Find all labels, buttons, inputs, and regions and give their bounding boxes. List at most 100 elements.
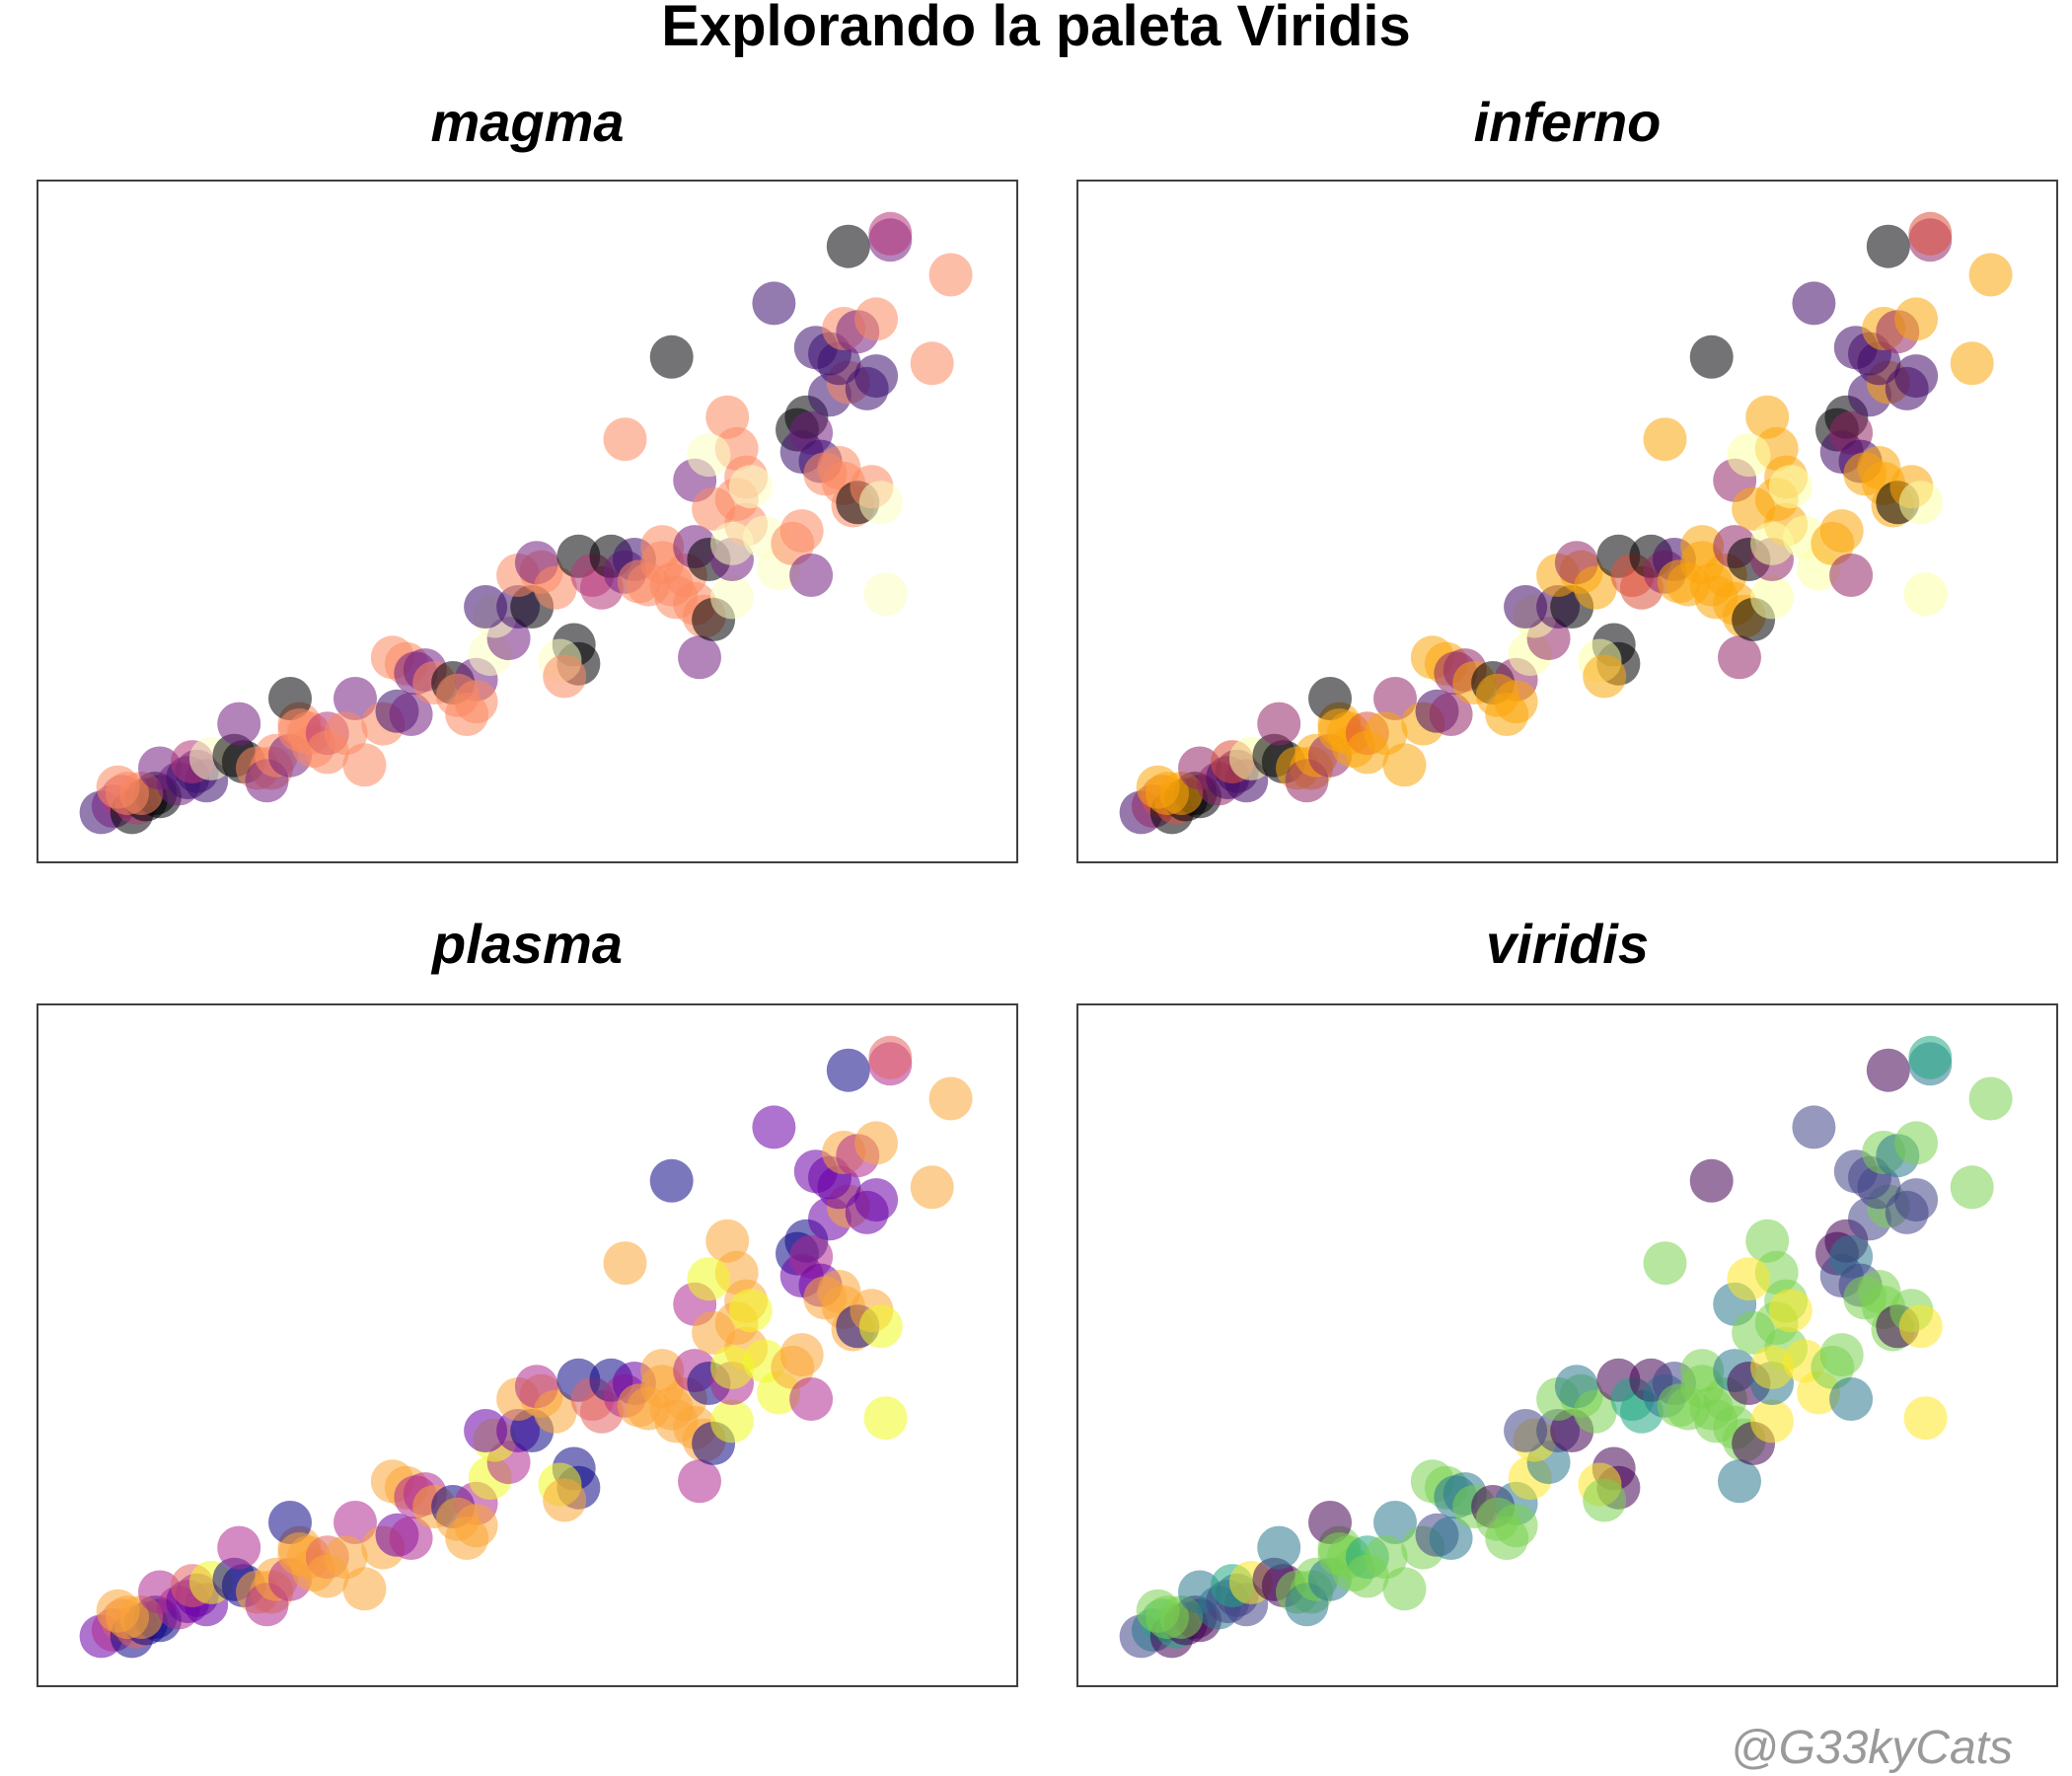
scatter-point-magma-112 [858,481,903,525]
scatter-point-inferno-85 [1689,334,1734,379]
scatter-point-plasma-78 [678,1459,721,1504]
scatter-point-plasma-125 [826,1048,870,1092]
watermark: @G33kyCats [1730,1722,2013,1774]
panel-title-magma: magma [430,91,625,153]
scatter-point-inferno-92 [1732,486,1776,531]
scatter-point-viridis-122 [1894,1178,1939,1222]
scatter-point-plasma-52 [464,1409,508,1452]
scatter-point-plasma-38 [389,1517,433,1560]
scatter-point-magma-48 [445,693,489,736]
scatter-point-inferno-95 [1750,521,1794,565]
scatter-point-viridis-94 [1768,1289,1813,1333]
scatter-point-viridis-124 [1792,1105,1836,1149]
scatter-point-magma-123 [854,297,899,341]
scatter-point-inferno-62 [1583,654,1627,699]
scatter-point-magma-92 [692,486,736,531]
scatter-point-magma-85 [649,334,694,379]
scatter-point-plasma-99 [779,1333,824,1377]
scatter-point-inferno-99 [1819,509,1864,554]
scatter-point-inferno-125 [1866,224,1910,268]
scatter-point-plasma-33 [333,1501,377,1544]
scatter-plot-viridis [1119,1035,2013,1659]
scatter-point-magma-100 [789,554,834,597]
scatter-point-magma-125 [826,224,870,268]
scatter-point-magma-128 [928,253,973,297]
scatter-point-inferno-129 [1950,341,1994,386]
scatter-point-magma-124 [752,281,796,326]
scatter-point-viridis-92 [1732,1310,1776,1355]
panel-title-inferno: inferno [1473,91,1662,153]
scatter-plot-inferno [1119,211,2013,835]
scatter-point-viridis-129 [1950,1165,1994,1210]
scatter-point-magma-20 [217,702,261,746]
scatter-point-magma-129 [910,341,954,386]
scatter-point-viridis-35 [1382,1567,1427,1611]
scatter-point-inferno-58 [1573,565,1617,610]
scatter-point-magma-82 [710,575,754,620]
scatter-point-magma-33 [333,677,377,720]
scatter-point-plasma-84 [603,1241,647,1286]
scatter-point-viridis-95 [1750,1345,1794,1389]
scatter-point-viridis-127 [1908,1035,1953,1079]
scatter-point-plasma-128 [928,1076,973,1121]
scatter-point-viridis-85 [1689,1158,1734,1203]
scatter-point-viridis-78 [1718,1459,1761,1504]
scatter-point-inferno-127 [1908,211,1953,256]
scatter-point-plasma-91 [687,1257,731,1301]
scatter-point-plasma-20 [217,1525,261,1570]
scatter-point-viridis-100 [1829,1377,1874,1421]
scatter-point-magma-95 [710,521,754,565]
scatter-point-magma-122 [854,354,899,399]
panel-viridis [1076,1003,2058,1687]
scatter-point-viridis-99 [1819,1333,1864,1377]
scatter-point-inferno-128 [1968,253,2013,297]
scatter-point-inferno-35 [1382,743,1427,787]
scatter-point-viridis-125 [1866,1048,1910,1092]
scatter-point-inferno-48 [1485,693,1529,736]
scatter-point-magma-34 [324,711,368,756]
scatter-point-plasma-34 [324,1535,368,1580]
scatter-point-plasma-122 [854,1178,899,1222]
scatter-point-plasma-48 [445,1517,489,1560]
scatter-point-inferno-122 [1894,354,1939,399]
scatter-point-plasma-94 [728,1289,773,1333]
scatter-point-magma-35 [342,743,387,787]
scatter-point-magma-94 [728,465,773,509]
scatter-point-plasma-82 [710,1399,754,1443]
scatter-point-plasma-62 [543,1478,587,1522]
scatter-point-viridis-48 [1485,1517,1529,1560]
scatter-point-inferno-100 [1829,554,1874,597]
scatter-point-inferno-94 [1768,465,1813,509]
scatter-point-plasma-127 [868,1035,913,1079]
scatter-point-plasma-124 [752,1105,796,1149]
scatter-plot-magma [79,211,973,835]
panel-title-plasma: plasma [432,913,623,975]
scatter-point-magma-84 [603,417,647,462]
panel-title-viridis: viridis [1486,913,1649,975]
scatter-point-inferno-78 [1718,635,1761,680]
scatter-point-inferno-84 [1643,417,1687,462]
scatter-point-viridis-112 [1898,1304,1943,1349]
scatter-point-inferno-82 [1750,575,1794,620]
scatter-point-plasma-95 [710,1345,754,1389]
scatter-point-inferno-113 [1903,572,1948,617]
scatter-point-magma-38 [389,693,433,736]
scatter-point-plasma-112 [858,1304,903,1349]
scatter-point-viridis-34 [1364,1535,1408,1580]
scatter-point-plasma-113 [863,1396,908,1441]
scatter-point-plasma-58 [533,1389,577,1434]
scatter-point-magma-113 [863,572,908,617]
scatter-point-inferno-123 [1894,297,1939,341]
panel-inferno [1076,180,2058,863]
scatter-point-viridis-20 [1257,1525,1301,1570]
panel-plasma [37,1003,1018,1687]
scatter-point-plasma-35 [342,1567,387,1611]
scatter-point-viridis-113 [1903,1396,1948,1441]
scatter-point-viridis-84 [1643,1241,1687,1286]
panel-magma [37,180,1018,863]
scatter-point-viridis-58 [1573,1389,1617,1434]
scatter-point-magma-99 [779,509,824,554]
scatter-point-viridis-128 [1968,1076,2013,1121]
scatter-point-plasma-92 [692,1310,736,1355]
scatter-point-viridis-62 [1583,1478,1627,1522]
